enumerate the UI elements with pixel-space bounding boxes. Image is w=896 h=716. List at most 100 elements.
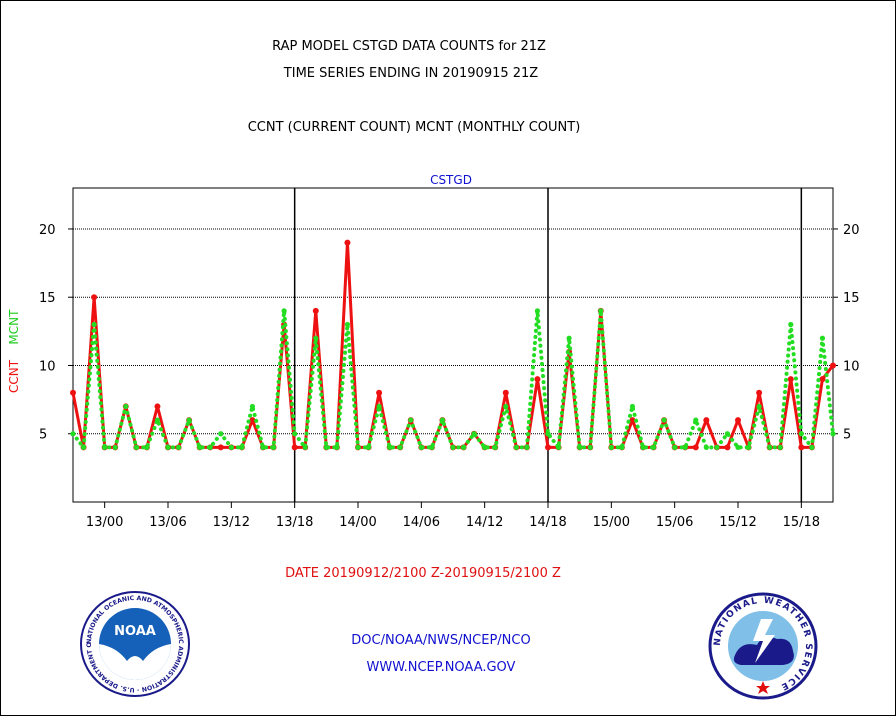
data-point-mcnt: [387, 444, 393, 450]
data-point-ccnt: [70, 389, 76, 396]
x-tick-label: 14/12: [466, 515, 503, 530]
x-tick-label: 14/00: [339, 515, 376, 530]
data-point-ccnt: [502, 389, 509, 396]
data-point-ccnt: [735, 417, 741, 424]
y-tick-label: 15: [843, 291, 860, 306]
data-point-mcnt: [102, 444, 108, 450]
data-point-mcnt: [439, 417, 446, 423]
data-point-mcnt: [80, 444, 87, 450]
series-line-ccnt: [71, 241, 835, 449]
data-point-mcnt: [629, 403, 636, 410]
data-point-mcnt: [175, 444, 182, 450]
y-tick-label: 10: [843, 359, 860, 374]
chart-title: RAP MODEL CSTGD DATA COUNTS for 21Z: [272, 39, 546, 54]
footer-url[interactable]: WWW.NCEP.NOAA.GOV: [366, 660, 516, 675]
data-point-ccnt: [703, 417, 710, 424]
y-tick-label: 15: [39, 291, 56, 306]
data-point-mcnt: [471, 431, 477, 437]
x-tick-label: 15/12: [719, 515, 756, 530]
data-point-mcnt: [767, 444, 773, 450]
data-point-mcnt: [70, 431, 76, 437]
data-point-mcnt: [672, 444, 678, 450]
data-point-ccnt: [534, 376, 541, 383]
data-point-mcnt: [186, 417, 192, 423]
data-point-mcnt: [302, 444, 308, 450]
x-tick-label: 14/06: [403, 515, 440, 530]
data-point-mcnt: [408, 417, 414, 423]
data-point-mcnt: [323, 444, 329, 450]
data-point-mcnt: [640, 444, 646, 450]
chart-subtitle: TIME SERIES ENDING IN 20190915 21Z: [283, 66, 539, 81]
x-tick-label: 15/00: [593, 515, 630, 530]
noaa-logo: NATIONAL OCEANIC AND ATMOSPHERIC ADMINIS…: [77, 589, 190, 697]
data-point-mcnt: [682, 444, 688, 450]
data-point-ccnt: [724, 444, 731, 451]
data-point-mcnt: [123, 403, 129, 410]
data-point-mcnt: [418, 444, 424, 450]
data-point-mcnt: [281, 308, 287, 314]
x-tick-label: 13/12: [213, 515, 250, 530]
date-range: DATE 20190912/2100 Z-20190915/2100 Z: [285, 566, 561, 581]
footer-org: DOC/NOAA/NWS/NCEP/NCO: [351, 633, 531, 648]
data-point-ccnt: [819, 376, 826, 383]
data-point-ccnt: [629, 417, 636, 424]
data-point-mcnt: [577, 444, 583, 450]
data-point-mcnt: [365, 444, 372, 450]
data-point-mcnt: [207, 444, 213, 450]
nws-logo: NATIONAL WEATHER SERVICE: [708, 592, 818, 700]
data-point-mcnt: [703, 444, 709, 450]
chart-legend-description: CCNT (CURRENT COUNT) MCNT (MONTHLY COUNT…: [247, 120, 581, 135]
data-point-mcnt: [503, 403, 509, 410]
data-point-mcnt: [735, 444, 741, 450]
data-point-mcnt: [756, 403, 762, 410]
data-point-ccnt: [830, 362, 836, 369]
data-point-mcnt: [724, 431, 731, 437]
data-point-mcnt: [239, 444, 245, 450]
data-point-mcnt: [608, 444, 614, 450]
y-tick-label: 20: [39, 223, 56, 238]
data-point-mcnt: [218, 431, 224, 437]
noaa-logo-text: NOAA: [114, 624, 156, 639]
data-point-ccnt: [312, 307, 319, 314]
data-point-mcnt: [830, 431, 836, 437]
y-tick-label: 10: [39, 359, 56, 374]
data-point-mcnt: [745, 444, 752, 450]
data-point-mcnt: [334, 444, 340, 450]
data-point-mcnt: [197, 444, 203, 450]
x-tick-label: 15/18: [783, 515, 820, 530]
data-point-mcnt: [397, 444, 403, 450]
data-point-ccnt: [249, 417, 256, 424]
data-point-mcnt: [598, 308, 604, 314]
data-point-mcnt: [165, 444, 171, 450]
data-point-mcnt: [450, 444, 456, 450]
data-point-mcnt: [545, 431, 551, 437]
data-point-ccnt: [217, 444, 224, 451]
data-point-ccnt: [798, 444, 805, 451]
x-tick-label: 13/18: [276, 515, 313, 530]
data-point-mcnt: [344, 321, 351, 328]
data-point-ccnt: [756, 389, 763, 396]
data-point-mcnt: [513, 444, 519, 450]
data-point-mcnt: [355, 444, 361, 450]
data-point-mcnt: [693, 417, 699, 423]
data-point-mcnt: [788, 321, 794, 328]
data-point-mcnt: [144, 444, 150, 450]
x-tick-label: 13/00: [86, 515, 123, 530]
y-tick-label: 5: [843, 428, 851, 443]
data-point-mcnt: [819, 335, 826, 341]
panel-label: CSTGD: [430, 173, 472, 187]
data-point-mcnt: [492, 444, 498, 450]
y-tick-label: 20: [843, 223, 860, 238]
data-point-mcnt: [650, 444, 657, 450]
data-point-ccnt: [545, 444, 551, 451]
data-point-mcnt: [809, 444, 815, 450]
data-point-mcnt: [555, 444, 562, 450]
data-point-mcnt: [270, 444, 277, 450]
data-point-ccnt: [376, 389, 383, 396]
data-point-mcnt: [260, 444, 266, 450]
data-point-mcnt: [376, 403, 382, 410]
data-point-mcnt: [228, 444, 234, 450]
data-point-mcnt: [154, 417, 161, 423]
data-point-mcnt: [566, 335, 572, 341]
